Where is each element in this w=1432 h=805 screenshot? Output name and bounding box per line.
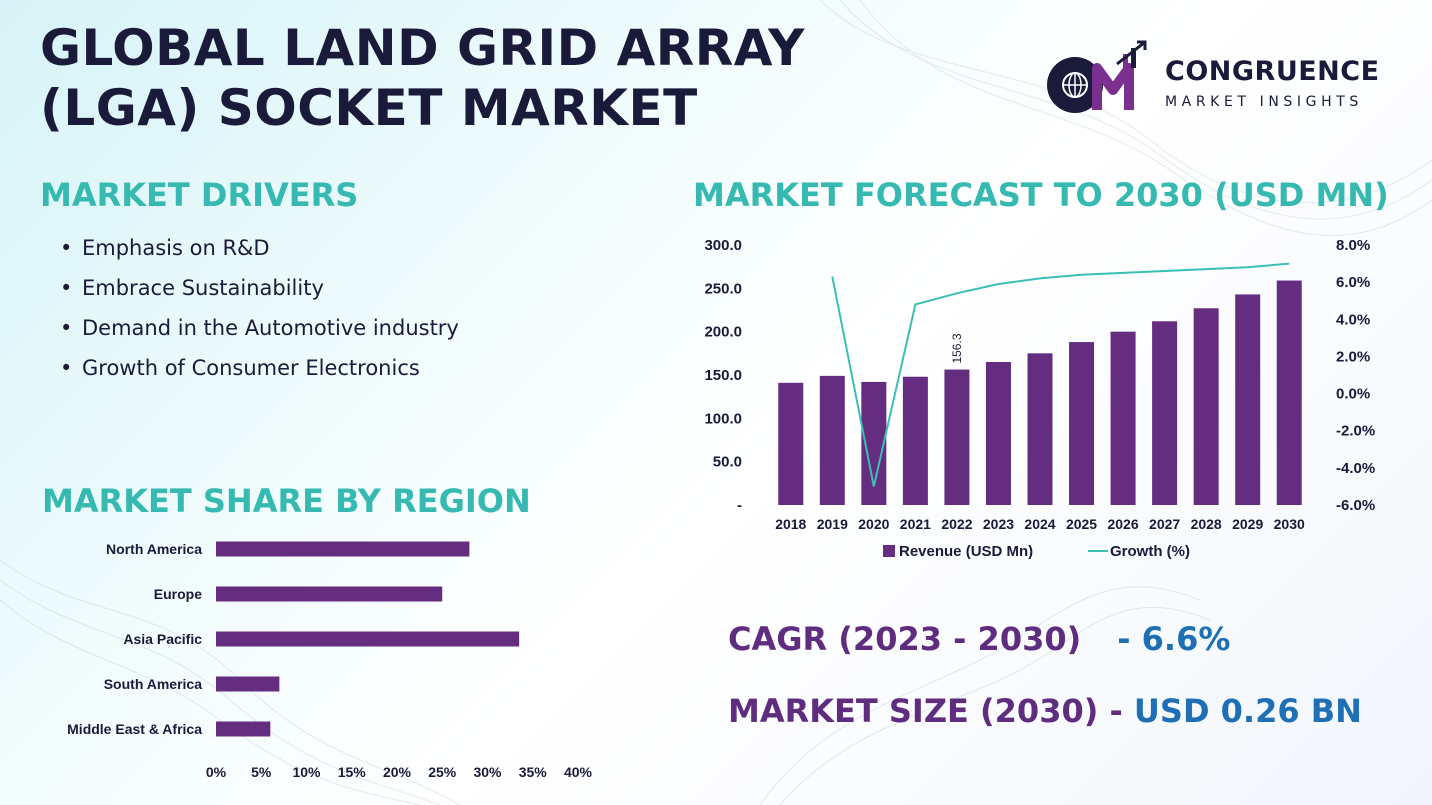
- x-axis-tick-label: 2019: [817, 516, 848, 532]
- market-size-value: USD 0.26 BN: [1133, 692, 1362, 730]
- page-title: GLOBAL LAND GRID ARRAY (LGA) SOCKET MARK…: [40, 18, 805, 138]
- x-axis-tick-label: 2020: [858, 516, 889, 532]
- legend-label-growth: Growth (%): [1110, 543, 1190, 560]
- left-axis-tick-label: 250.0: [704, 280, 742, 297]
- left-axis-tick-label: 200.0: [704, 324, 742, 341]
- forecast-chart: - 50.0 100.0 150.0 200.0 250.0 300.0 -6.0% -4.0…: [704, 237, 1375, 560]
- right-axis-tick-label: 2.0%: [1336, 348, 1370, 365]
- data-label: 156.3: [950, 333, 964, 363]
- growth-line: [831, 262, 1290, 487]
- legend-label-revenue: Revenue (USD Mn): [899, 543, 1033, 560]
- region-label: Middle East & Africa: [67, 721, 202, 737]
- x-axis-tick-label: 2027: [1149, 516, 1180, 532]
- legend-swatch-revenue: [883, 545, 895, 557]
- x-axis-tick-label: 2021: [900, 516, 931, 532]
- right-axis-tick-label: -6.0%: [1336, 497, 1375, 514]
- x-axis-tick-label: 0%: [206, 764, 227, 780]
- left-axis-tick-label: -: [737, 497, 742, 514]
- revenue-bar: [1069, 342, 1095, 505]
- left-axis-tick-label: 150.0: [704, 367, 742, 384]
- region-label: Europe: [154, 586, 202, 602]
- x-axis-tick-label: 20%: [383, 764, 412, 780]
- region-heading: MARKET SHARE BY REGION: [42, 482, 531, 520]
- x-axis-tick-label: 2025: [1066, 516, 1097, 532]
- right-axis-tick-label: 6.0%: [1336, 274, 1370, 291]
- drivers-list: • Emphasis on R&D • Embrace Sustainability…: [60, 228, 459, 388]
- x-axis-tick-label: 2024: [1024, 516, 1055, 532]
- revenue-bar: [1235, 294, 1261, 505]
- x-axis-tick-label: 40%: [564, 764, 593, 780]
- forecast-heading: MARKET FORECAST TO 2030 (USD MN): [693, 176, 1389, 214]
- x-axis-tick-label: 2029: [1232, 516, 1263, 532]
- region-label: South America: [104, 676, 202, 692]
- revenue-bar: [1110, 331, 1136, 505]
- left-axis-tick-label: 50.0: [713, 454, 742, 471]
- cagr-value: - 6.6%: [1117, 620, 1231, 658]
- x-axis-tick-label: 5%: [251, 764, 272, 780]
- title-line-2: (LGA) SOCKET MARKET: [40, 79, 698, 137]
- x-axis-tick-label: 35%: [519, 764, 548, 780]
- title-line-1: GLOBAL LAND GRID ARRAY: [40, 19, 805, 77]
- x-axis-tick-label: 10%: [292, 764, 321, 780]
- x-axis-tick-label: 2018: [775, 516, 806, 532]
- cagr-label: CAGR (2023 - 2030): [728, 620, 1082, 658]
- region-bar: [216, 721, 271, 737]
- cagr-stat: CAGR (2023 - 2030) - 6.6%: [728, 620, 1230, 658]
- drivers-heading: MARKET DRIVERS: [40, 176, 359, 214]
- left-axis-tick-label: 300.0: [704, 237, 742, 254]
- x-axis-tick-label: 2026: [1107, 516, 1138, 532]
- revenue-bar: [819, 375, 845, 505]
- left-axis-tick-label: 100.0: [704, 410, 742, 427]
- right-axis-tick-label: -4.0%: [1336, 460, 1375, 477]
- revenue-bar: [778, 382, 804, 505]
- revenue-bar: [985, 362, 1011, 505]
- logo-mark-icon: [1047, 40, 1147, 113]
- x-axis-tick-label: 25%: [428, 764, 457, 780]
- market-size-stat: MARKET SIZE (2030) - USD 0.26 BN: [728, 692, 1362, 730]
- revenue-bar: [1152, 321, 1178, 505]
- list-item: • Embrace Sustainability: [60, 276, 324, 300]
- revenue-bar: [944, 369, 970, 505]
- x-axis-tick-label: 30%: [473, 764, 502, 780]
- list-item: • Demand in the Automotive industry: [60, 316, 459, 340]
- right-axis-tick-label: -2.0%: [1336, 423, 1375, 440]
- company-logo: CONGRUENCE MARKET INSIGHTS: [1045, 40, 1395, 120]
- x-axis-tick-label: 15%: [338, 764, 367, 780]
- list-item: • Emphasis on R&D: [60, 236, 270, 260]
- x-axis-tick-label: 2028: [1191, 516, 1222, 532]
- revenue-bar: [1193, 308, 1219, 505]
- x-axis-tick-label: 2030: [1274, 516, 1305, 532]
- region-label: North America: [106, 541, 202, 557]
- right-axis-tick-label: 4.0%: [1336, 311, 1370, 328]
- region-bar: [216, 631, 520, 647]
- region-bar: [216, 541, 470, 557]
- region-label: Asia Pacific: [123, 631, 202, 647]
- region-chart: North America Europe Asia Pacific South Ame…: [67, 541, 593, 780]
- logo-name: CONGRUENCE: [1165, 56, 1380, 87]
- right-axis-tick-label: 8.0%: [1336, 237, 1370, 254]
- region-bar: [216, 586, 443, 602]
- region-bar: [216, 676, 280, 692]
- revenue-bar: [1027, 353, 1053, 505]
- market-size-label: MARKET SIZE (2030) -: [728, 692, 1123, 730]
- x-axis-tick-label: 2023: [983, 516, 1014, 532]
- x-axis-tick-label: 2022: [941, 516, 972, 532]
- revenue-bar: [902, 376, 928, 505]
- right-axis-tick-label: 0.0%: [1336, 386, 1370, 403]
- list-item: • Growth of Consumer Electronics: [60, 356, 420, 380]
- revenue-bar: [1276, 280, 1302, 505]
- logo-tagline: MARKET INSIGHTS: [1165, 94, 1363, 110]
